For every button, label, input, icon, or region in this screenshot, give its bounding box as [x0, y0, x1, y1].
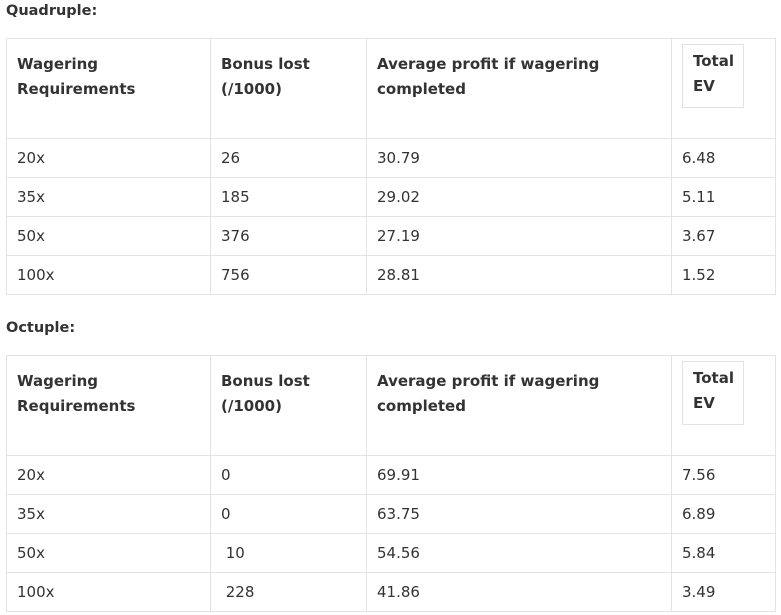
octuple-table: Wagering Requirements Bonus lost (/1000)… — [6, 355, 776, 612]
cell-bonus-lost: 756 — [210, 255, 367, 295]
cell-total-ev: 6.89 — [671, 494, 776, 534]
cell-average-profit: 28.81 — [366, 255, 672, 295]
cell-wagering: 20x — [6, 455, 211, 495]
quadruple-table: Wagering Requirements Bonus lost (/1000)… — [6, 38, 776, 295]
table-row: 100x 228 41.86 3.49 — [6, 572, 776, 612]
cell-wagering: 50x — [6, 216, 211, 256]
cell-bonus-lost: 185 — [210, 177, 367, 217]
cell-average-profit: 69.91 — [366, 455, 672, 495]
cell-average-profit: 30.79 — [366, 138, 672, 178]
cell-wagering: 100x — [6, 572, 211, 612]
table-row: 50x 10 54.56 5.84 — [6, 533, 776, 573]
header-label: Wagering Requirements — [17, 372, 136, 415]
table-row: 35x 185 29.02 5.11 — [6, 177, 776, 217]
table-row: 35x 0 63.75 6.89 — [6, 494, 776, 534]
header-label: Bonus lost (/1000) — [221, 372, 310, 415]
cell-average-profit: 41.86 — [366, 572, 672, 612]
cell-wagering: 35x — [6, 494, 211, 534]
header-bonus-lost: Bonus lost (/1000) — [210, 38, 367, 139]
section-title-octuple: Octuple: — [6, 320, 76, 336]
cell-average-profit: 29.02 — [366, 177, 672, 217]
header-label: Total EV — [682, 361, 744, 425]
cell-bonus-lost: 10 — [210, 533, 367, 573]
table-row: 50x 376 27.19 3.67 — [6, 216, 776, 256]
header-average-profit: Average profit if wagering completed — [366, 355, 672, 456]
header-label: Average profit if wagering completed — [377, 55, 600, 98]
cell-average-profit: 54.56 — [366, 533, 672, 573]
cell-total-ev: 3.67 — [671, 216, 776, 256]
header-total-ev: Total EV — [671, 38, 776, 139]
header-wagering-requirements: Wagering Requirements — [6, 38, 211, 139]
header-label: Total EV — [682, 44, 744, 108]
cell-total-ev: 5.84 — [671, 533, 776, 573]
cell-bonus-lost: 0 — [210, 455, 367, 495]
cell-bonus-lost: 228 — [210, 572, 367, 612]
header-wagering-requirements: Wagering Requirements — [6, 355, 211, 456]
table-header-row: Wagering Requirements Bonus lost (/1000)… — [6, 38, 776, 139]
table-row: 100x 756 28.81 1.52 — [6, 255, 776, 295]
cell-bonus-lost: 26 — [210, 138, 367, 178]
table-header-row: Wagering Requirements Bonus lost (/1000)… — [6, 355, 776, 456]
header-label: Bonus lost (/1000) — [221, 55, 310, 98]
header-label: Average profit if wagering completed — [377, 372, 600, 415]
cell-total-ev: 3.49 — [671, 572, 776, 612]
cell-wagering: 50x — [6, 533, 211, 573]
table-row: 20x 0 69.91 7.56 — [6, 455, 776, 495]
cell-average-profit: 63.75 — [366, 494, 672, 534]
cell-total-ev: 7.56 — [671, 455, 776, 495]
header-bonus-lost: Bonus lost (/1000) — [210, 355, 367, 456]
cell-wagering: 20x — [6, 138, 211, 178]
cell-bonus-lost: 376 — [210, 216, 367, 256]
cell-wagering: 100x — [6, 255, 211, 295]
header-total-ev: Total EV — [671, 355, 776, 456]
cell-average-profit: 27.19 — [366, 216, 672, 256]
section-title-quadruple: Quadruple: — [6, 3, 98, 19]
cell-total-ev: 6.48 — [671, 138, 776, 178]
cell-total-ev: 5.11 — [671, 177, 776, 217]
cell-bonus-lost: 0 — [210, 494, 367, 534]
header-average-profit: Average profit if wagering completed — [366, 38, 672, 139]
table-row: 20x 26 30.79 6.48 — [6, 138, 776, 178]
cell-total-ev: 1.52 — [671, 255, 776, 295]
cell-wagering: 35x — [6, 177, 211, 217]
header-label: Wagering Requirements — [17, 55, 136, 98]
